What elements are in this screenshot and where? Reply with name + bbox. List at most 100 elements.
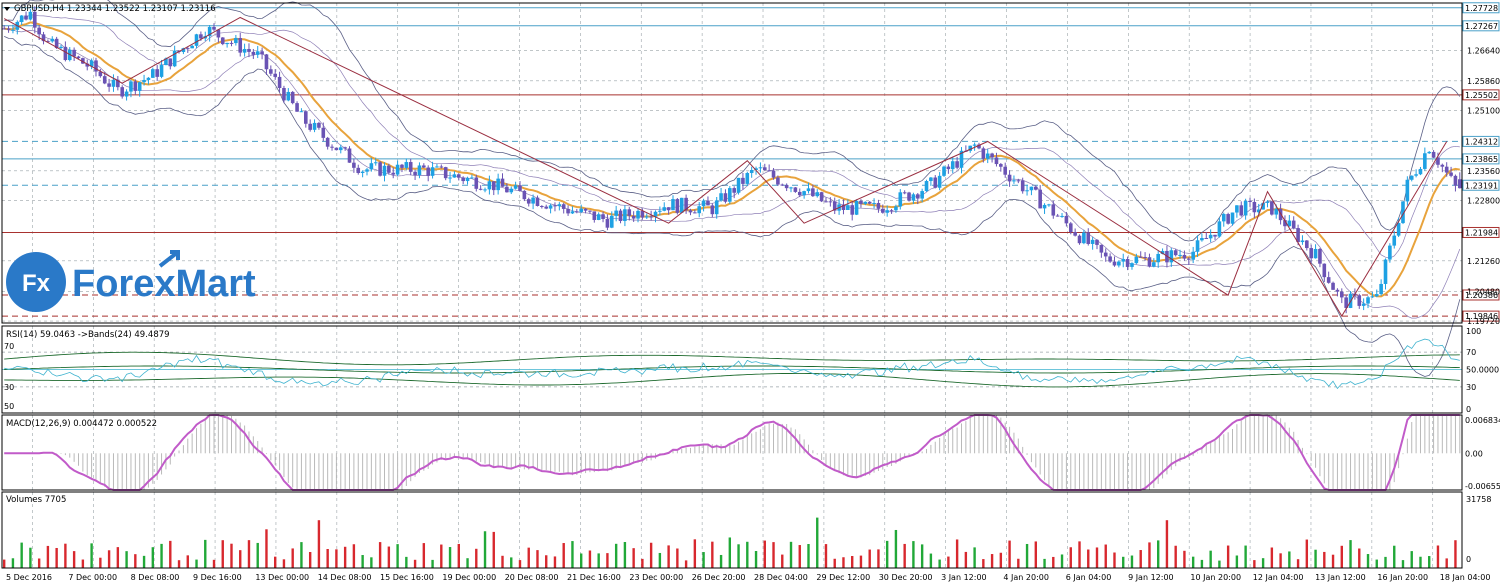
- candle-body: [1134, 256, 1139, 264]
- candle-body: [443, 167, 448, 179]
- candle-body: [255, 51, 260, 55]
- level-tag-label: 1.24312: [1465, 137, 1498, 146]
- candle-body: [854, 200, 859, 215]
- candle-body: [1261, 202, 1265, 210]
- candle-body: [784, 185, 789, 189]
- candle-body: [1103, 252, 1108, 257]
- candle-body: [614, 210, 618, 216]
- candle-body: [352, 162, 356, 168]
- candle-body: [723, 193, 728, 202]
- candle-body: [640, 210, 645, 218]
- candle-body: [1200, 238, 1204, 241]
- candle-body: [1252, 201, 1257, 213]
- outer-band-lower: [4, 36, 1461, 377]
- candle-body: [1186, 258, 1191, 260]
- candle-body: [522, 190, 527, 200]
- pane-frame-main: [1, 2, 1463, 324]
- axis-labels: 1.26640 1.25860 1.25100 1.23560 1.22800 1.212…: [4, 46, 1500, 582]
- y-tick-label: 1.23560: [1467, 167, 1500, 176]
- outer-band-upper: [4, 0, 1461, 242]
- candle-body: [142, 79, 146, 83]
- candle-body: [120, 87, 125, 97]
- candle-body: [1436, 157, 1440, 165]
- candle-body: [1313, 248, 1318, 259]
- x-tick-label: 13 Jan 12:00: [1315, 573, 1366, 582]
- candle-body: [544, 206, 549, 209]
- inner-band-upper: [4, 14, 1460, 259]
- candle-body: [229, 42, 234, 44]
- candle-body: [583, 208, 588, 211]
- candle-body: [1147, 257, 1152, 267]
- candle-body: [898, 192, 903, 207]
- candle-body: [325, 137, 330, 147]
- pane-frame-vol: [1, 491, 1463, 569]
- candle-body: [824, 201, 828, 203]
- candle-body: [260, 51, 264, 55]
- candle-body: [225, 42, 229, 45]
- candle-body: [1012, 180, 1016, 182]
- x-tick-label: 10 Jan 20:00: [1190, 573, 1241, 582]
- candle-body: [382, 165, 387, 176]
- zigzag-path: [3, 16, 1448, 317]
- level-tag: [1462, 89, 1500, 101]
- candle-body: [728, 188, 732, 202]
- volume-title: Volumes 7705: [6, 495, 66, 505]
- level-tag-label: 1.20386: [1465, 291, 1498, 300]
- candle-body: [575, 211, 579, 213]
- candle-body: [754, 168, 758, 170]
- dropdown-triangle-icon[interactable]: [4, 7, 10, 11]
- main-title: GBPUSD,H4 1.23344 1.23522 1.23107 1.2311…: [14, 4, 216, 14]
- level-tag: [1462, 179, 1500, 191]
- candle-body: [286, 91, 291, 101]
- candle-body: [518, 185, 522, 191]
- y-tick-label: 1.20480: [1467, 287, 1500, 296]
- rsi-title: RSI(14) 59.0463 ->Bands(24) 49.4879: [6, 330, 170, 340]
- candle-body: [1379, 283, 1383, 295]
- candle-body: [977, 144, 981, 149]
- candle-body: [330, 146, 334, 148]
- candle-body: [168, 58, 173, 67]
- y-tick-label: 1.21260: [1467, 257, 1500, 266]
- rsi-pane: [2, 338, 1462, 390]
- candle-body: [1357, 295, 1362, 306]
- candle-body: [832, 201, 837, 211]
- candle-body: [679, 197, 684, 213]
- candle-body: [1156, 253, 1160, 263]
- rsi-right-label: 30: [1466, 383, 1476, 392]
- candle-body: [907, 192, 911, 201]
- candle-body: [277, 76, 282, 88]
- level-tag-label: 1.27267: [1465, 22, 1498, 31]
- y-tick-label: 1.25860: [1467, 77, 1500, 86]
- candle-body: [1283, 220, 1287, 227]
- candle-body: [107, 83, 111, 87]
- candle-body: [1051, 204, 1056, 216]
- candle-body: [846, 205, 850, 210]
- candle-body: [465, 177, 470, 182]
- volume-pane: [2, 517, 1457, 568]
- candle-body: [920, 191, 924, 199]
- candle-body: [6, 28, 11, 30]
- level-tag-label: 1.19846: [1465, 312, 1498, 321]
- candle-body: [780, 184, 785, 186]
- candle-body: [317, 122, 321, 128]
- logo-circle: [6, 252, 66, 312]
- candle-body: [1305, 240, 1309, 249]
- candle-body: [644, 216, 649, 218]
- level-tag-label: 1.23865: [1465, 155, 1498, 164]
- candle-body: [387, 165, 391, 173]
- candle-body: [369, 163, 374, 170]
- candle-body: [181, 48, 186, 52]
- candle-body: [1125, 259, 1130, 267]
- candle-body: [1060, 215, 1064, 217]
- candle-body: [151, 69, 155, 78]
- candle-body: [815, 192, 820, 197]
- candle-body: [1073, 232, 1077, 236]
- candle-body: [500, 178, 505, 187]
- candle-body: [487, 181, 492, 190]
- candle-body: [1361, 303, 1366, 306]
- rsi-band-line: [4, 372, 1460, 388]
- candle-body: [334, 147, 339, 151]
- candle-body: [1418, 168, 1423, 175]
